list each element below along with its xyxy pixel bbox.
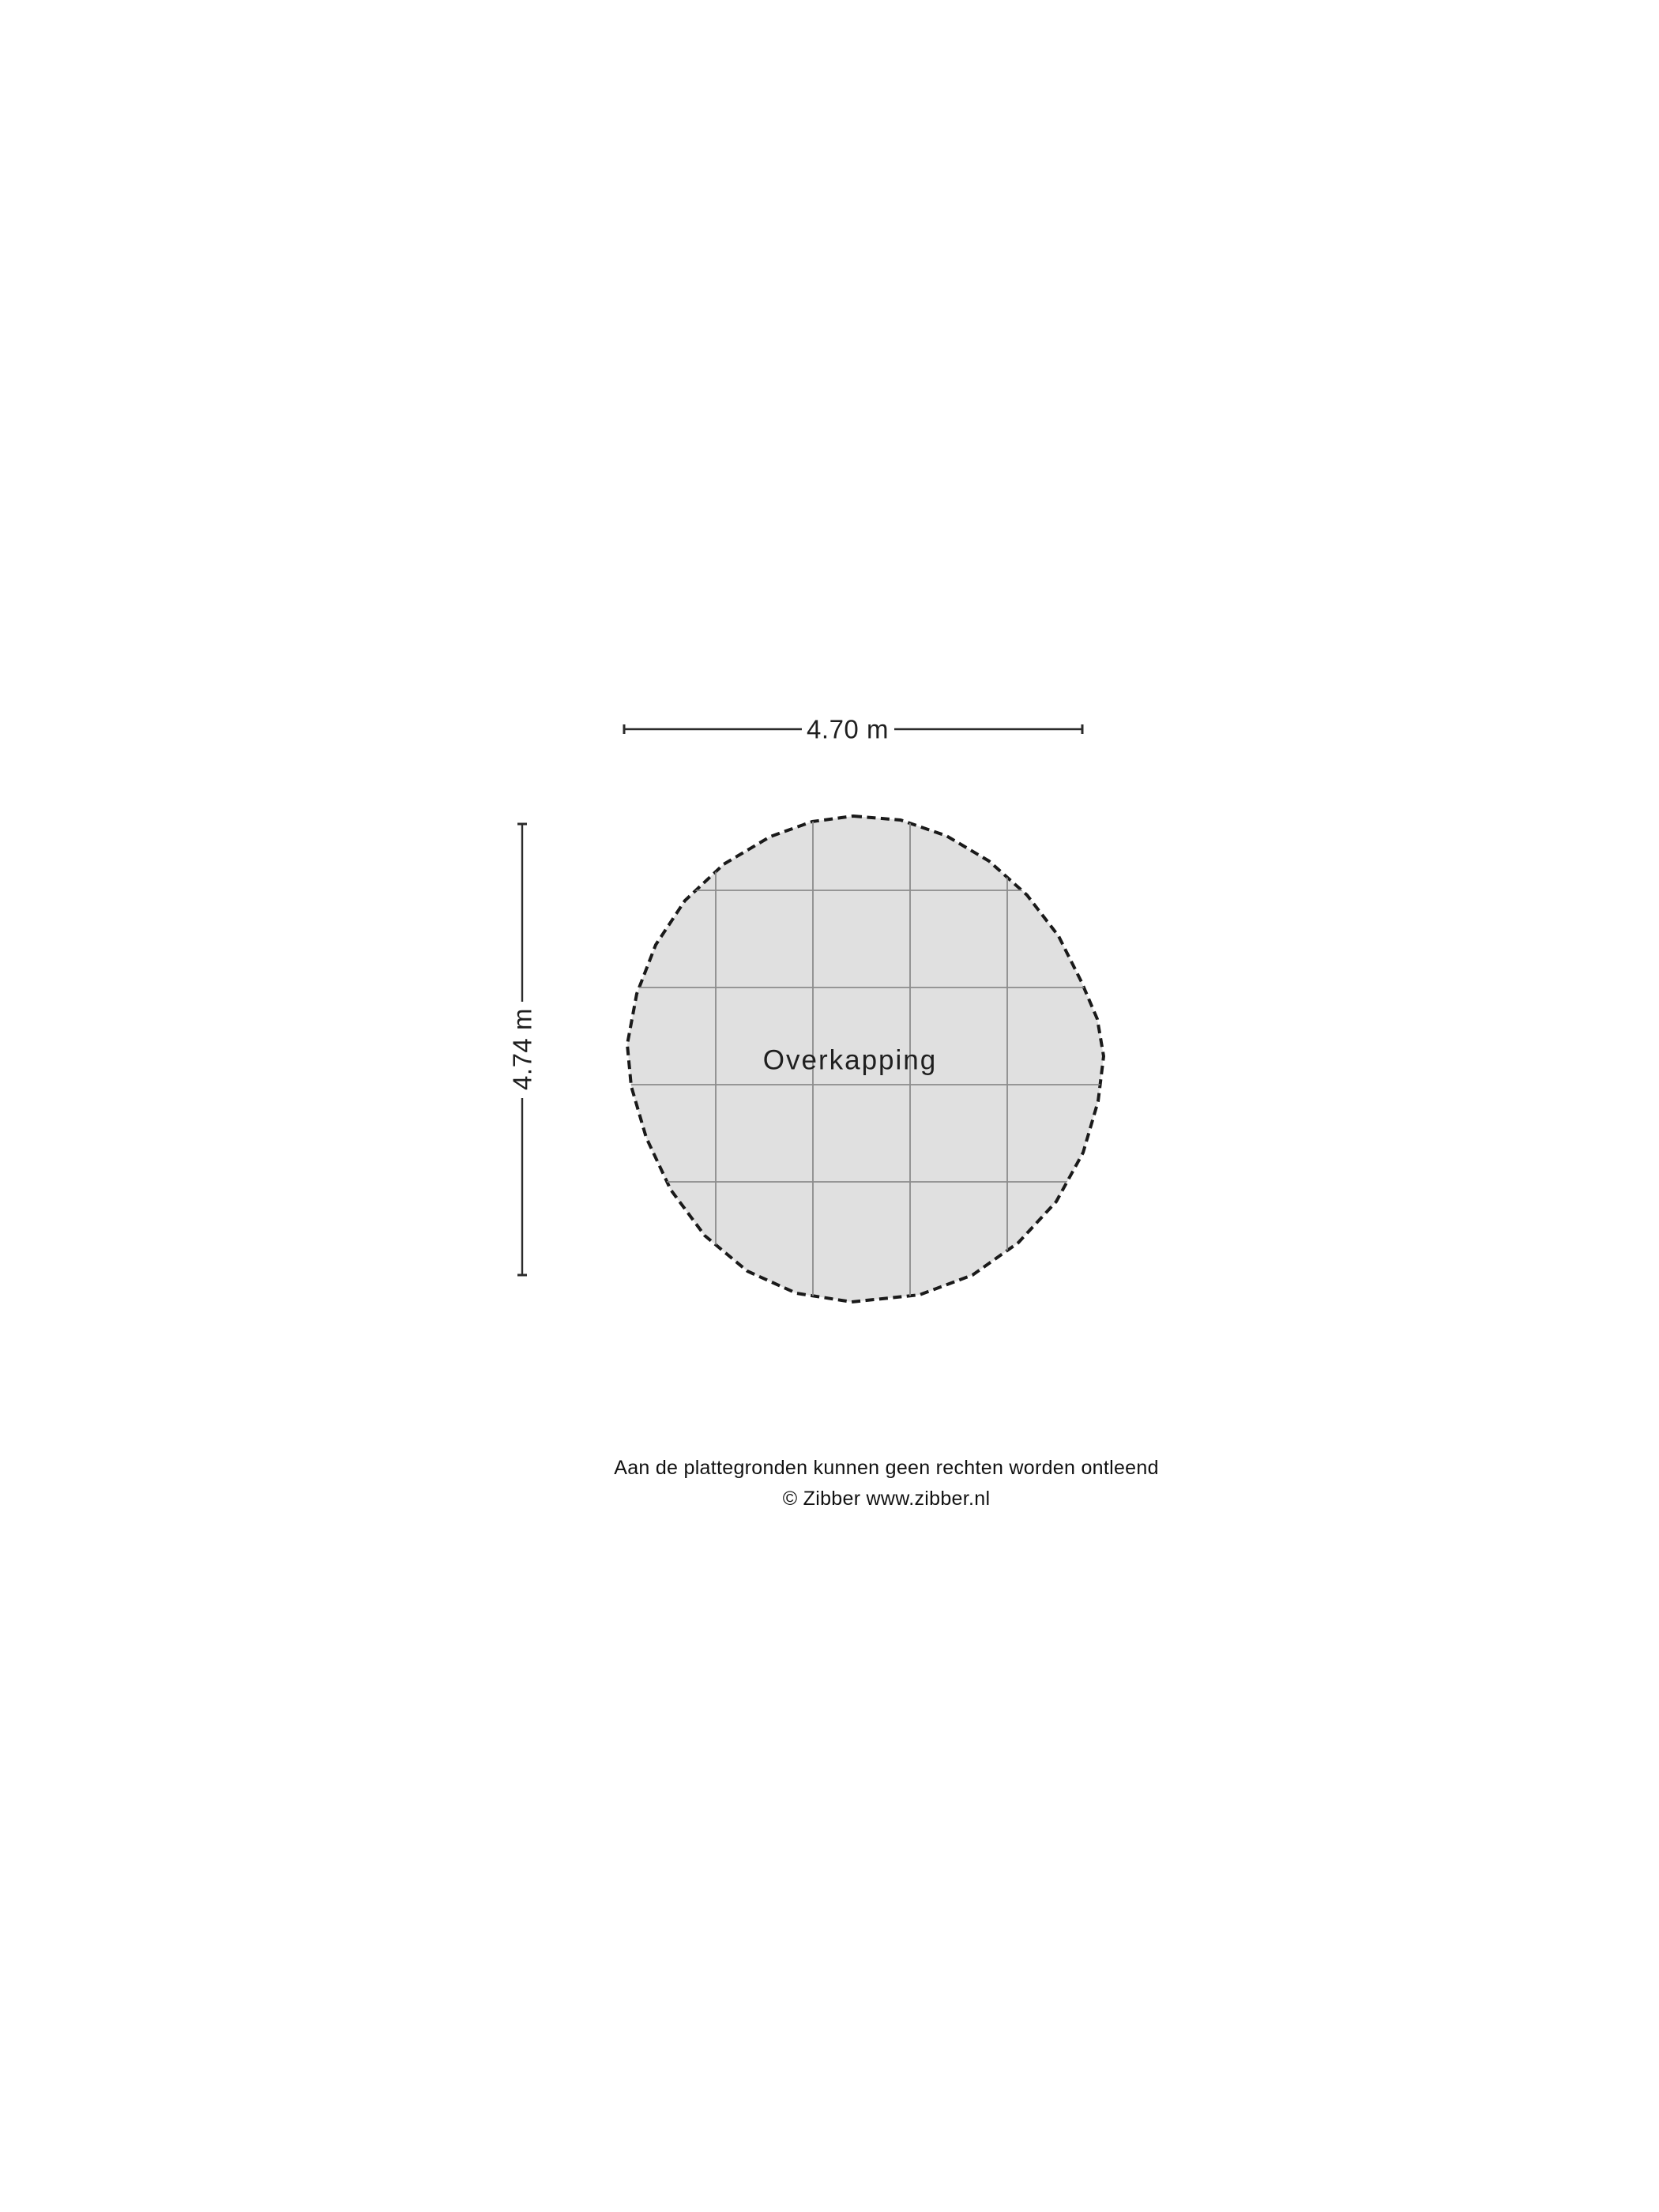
room-label: Overkapping — [763, 1045, 937, 1076]
tile-grid — [627, 816, 1104, 1302]
disclaimer-text: Aan de plattegronden kunnen geen rechten… — [614, 1457, 1159, 1479]
width-dimension: 4.70 m — [623, 715, 1084, 744]
footer: Aan de plattegronden kunnen geen rechten… — [614, 1457, 1159, 1510]
copyright-text: © Zibber www.zibber.nl — [783, 1488, 991, 1510]
height-dimension: 4.74 m — [508, 822, 537, 1277]
overkapping-outline — [626, 814, 1105, 1304]
width-dimension-label: 4.70 m — [807, 715, 889, 744]
height-dimension-label: 4.74 m — [508, 1008, 537, 1090]
overkapping-area: Overkapping — [626, 814, 1105, 1304]
